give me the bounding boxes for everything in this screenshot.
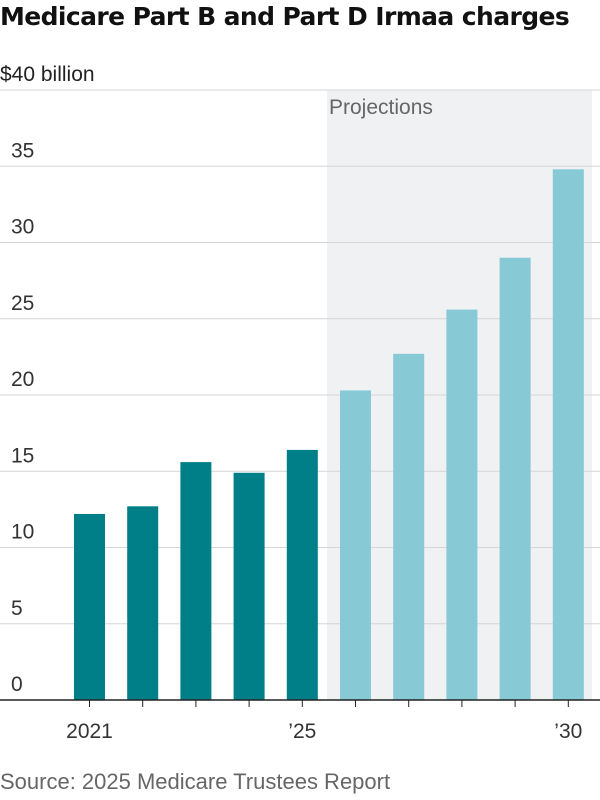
y-axis-unit-label: $40 billion (0, 63, 95, 86)
bar-2028 (446, 309, 478, 700)
y-tick-label: 0 (11, 673, 23, 696)
y-tick-label: 15 (11, 444, 34, 467)
x-tick-label: ’30 (554, 720, 582, 743)
bar-2027 (393, 353, 425, 700)
bar-2021 (74, 513, 105, 700)
source-note: Source: 2025 Medicare Trustees Report (0, 769, 391, 794)
x-tick-label: 2021 (66, 720, 113, 743)
bar-2023 (180, 462, 212, 700)
chart-title: Medicare Part B and Part D Irmaa charges (0, 2, 570, 31)
bar-2024 (233, 472, 265, 700)
y-tick-label: 5 (11, 597, 23, 620)
bar-2029 (499, 257, 531, 700)
x-tick-label: ’25 (288, 720, 316, 743)
bar-2026 (340, 390, 371, 700)
bar-2022 (127, 506, 159, 700)
y-tick-label: 25 (11, 292, 34, 315)
y-tick-label: 35 (11, 139, 34, 162)
projection-label: Projections (329, 96, 433, 119)
y-tick-label: 20 (11, 368, 34, 391)
bar-2025 (286, 449, 318, 700)
bar-2030 (552, 169, 584, 701)
y-tick-label: 30 (11, 216, 34, 239)
y-tick-label: 10 (11, 521, 34, 544)
